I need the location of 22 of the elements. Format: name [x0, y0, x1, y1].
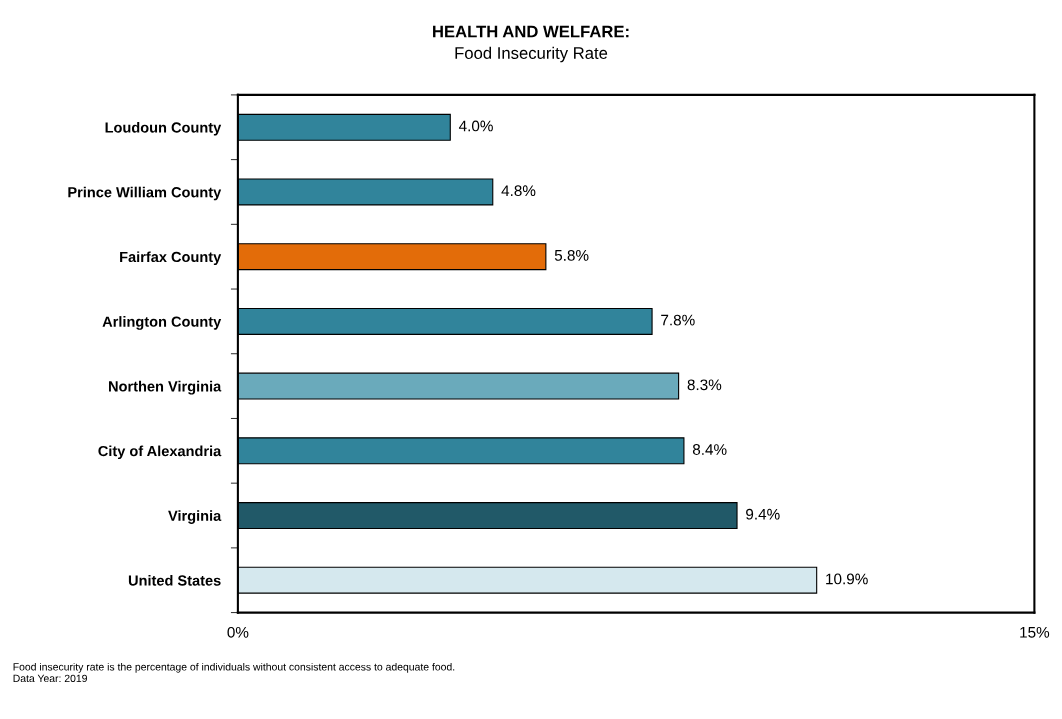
y-tick-label: Northen Virginia — [109, 380, 222, 395]
x-tick-label: 0% — [227, 626, 249, 638]
data-label: 4.8% — [501, 185, 536, 197]
y-tick-label: Virginia — [168, 510, 222, 524]
data-label: 8.4% — [692, 444, 727, 455]
data-label: 10.9% — [826, 573, 868, 585]
data-label: 5.8% — [554, 249, 589, 261]
y-tick-label: Fairfax County — [120, 251, 222, 265]
y-tick-label: City of Alexandria — [98, 445, 222, 460]
x-tick-label: 15% — [1020, 626, 1050, 638]
y-tick-label: Arlington County — [102, 316, 222, 330]
data-label: 8.3% — [687, 379, 722, 391]
data-label: 7.8% — [661, 314, 695, 326]
chart-subtitle: Food Insecurity Rate — [455, 46, 608, 63]
y-tick-label: Prince William County — [68, 186, 222, 201]
chart-title: HEALTH AND WELFARE: — [433, 25, 629, 38]
y-tick-label: Loudoun County — [105, 121, 222, 136]
y-tick-label: United States — [128, 574, 221, 586]
data-label: 9.4% — [746, 508, 780, 520]
text: Data Year: 2019 — [13, 674, 87, 683]
text: Food insecurity rate is the percentage of individuals without consistent access to adequate food. — [13, 662, 455, 673]
data-label: 4.0% — [458, 120, 493, 132]
